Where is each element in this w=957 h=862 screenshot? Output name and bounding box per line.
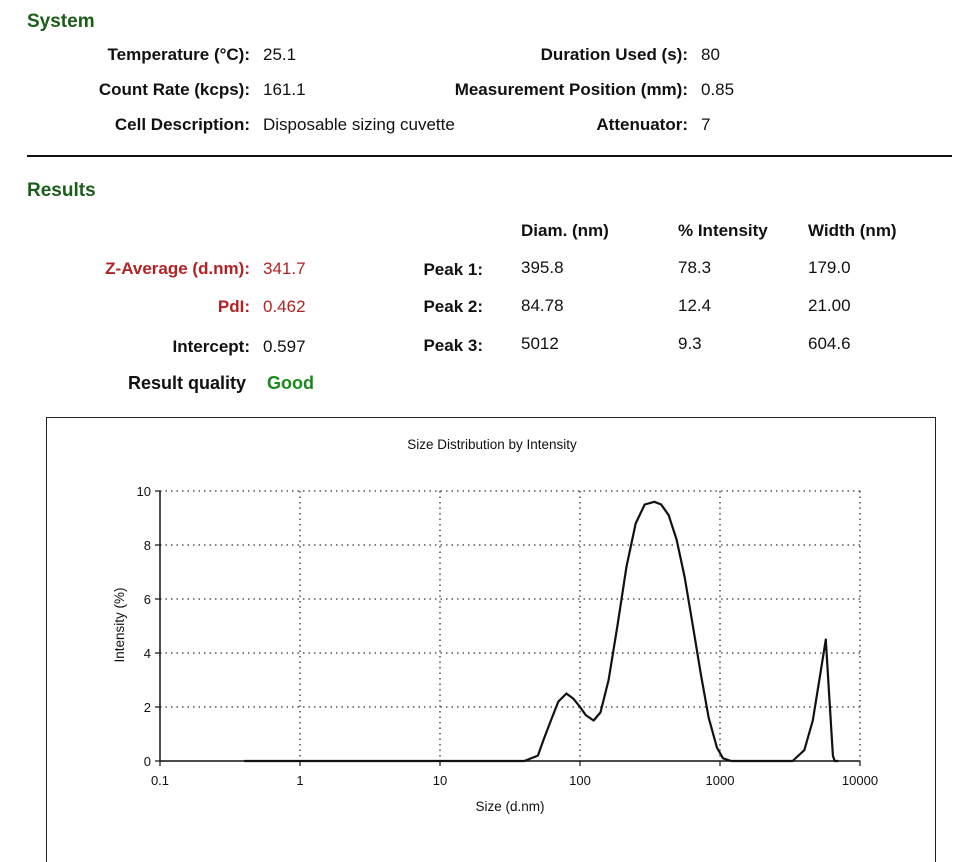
cell-description-label: Cell Description: [114,115,250,134]
duration-label: Duration Used (s): [540,45,688,64]
y-tick-label: 2 [144,700,151,715]
peak-1-intensity: 78.3 [678,258,712,277]
peak-2-intensity: 12.4 [678,296,712,315]
x-axis-label: Size (d.nm) [475,799,544,814]
temperature-value: 25.1 [263,45,297,64]
attenuator-label: Attenuator: [596,115,688,134]
z-average-label: Z-Average (d.nm): [105,259,250,278]
chart-title: Size Distribution by Intensity [407,437,577,452]
peak-2-width: 21.00 [808,296,851,315]
peak-1-diam: 395.8 [521,258,564,277]
result-quality-label: Result quality [127,373,246,393]
y-tick-label: 6 [144,592,151,607]
chart-frame [46,417,936,862]
intercept-value: 0.597 [263,337,306,356]
pdi-label: PdI: [217,297,250,316]
peak-3-width: 604.6 [808,334,851,353]
x-tick-label: 100 [569,773,591,788]
duration-value: 80 [701,45,720,64]
y-axis-label: Intensity (%) [112,587,127,662]
system-section-title: System [27,11,95,32]
result-quality-value: Good [267,373,314,393]
count-rate-label: Count Rate (kcps): [98,80,250,99]
y-tick-label: 10 [137,484,151,499]
peak-2-label: Peak 2: [423,297,483,316]
results-section-title: Results [27,180,96,201]
measurement-position-label: Measurement Position (mm): [454,80,688,99]
pdi-value: 0.462 [263,297,306,316]
x-tick-label: 0.1 [151,773,169,788]
peak-3-diam: 5012 [521,334,559,353]
peak-3-label: Peak 3: [423,336,483,355]
peak-2-diam: 84.78 [521,296,564,315]
x-tick-label: 10000 [842,773,878,788]
x-tick-label: 1 [296,773,303,788]
y-tick-label: 4 [144,646,151,661]
peak-1-label: Peak 1: [423,260,483,279]
y-tick-label: 0 [144,754,151,769]
peak-1-width: 179.0 [808,258,851,277]
peak-column-header-diam: Diam. (nm) [521,221,609,240]
measurement-position-value: 0.85 [701,80,735,99]
count-rate-value: 161.1 [263,80,306,99]
x-tick-label: 10 [433,773,447,788]
peak-column-header-width: Width (nm) [808,221,897,240]
intensity-distribution-line [244,500,839,763]
cell-description-value: Disposable sizing cuvette [263,115,455,134]
section-divider [27,155,952,157]
y-tick-label: 8 [144,538,151,553]
temperature-label: Temperature (°C): [107,45,251,64]
peak-3-intensity: 9.3 [678,334,702,353]
x-tick-label: 1000 [706,773,735,788]
peak-column-header-intensity: % Intensity [678,221,768,240]
intercept-label: Intercept: [172,337,250,356]
attenuator-value: 7 [701,115,711,134]
z-average-value: 341.7 [263,259,306,278]
